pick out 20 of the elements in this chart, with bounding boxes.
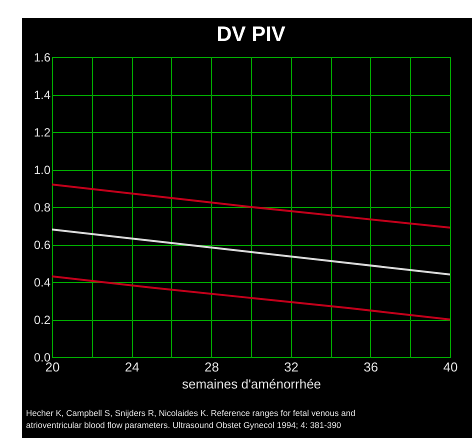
y-tick-label: 0.8 [34, 200, 51, 214]
x-tick-label: 28 [204, 360, 219, 374]
y-tick-label: 1.6 [34, 50, 51, 64]
y-tick-label: 0.6 [34, 238, 51, 252]
x-tick-label: 40 [443, 360, 458, 374]
y-tick-label: 1.4 [34, 88, 51, 102]
line-series [52, 184, 450, 229]
y-tick-label: 1.0 [34, 163, 51, 177]
text: atrioventricular blood flow parameters. Ultrasound Obstet Gynecol 1994; 4: 381-390 [26, 420, 342, 430]
y-tick-label: 0.4 [34, 276, 51, 290]
text: Hecher K, Campbell S, Snijders R, Nicolaides K. Reference ranges for fetal venous and [26, 408, 356, 418]
line-series [52, 275, 450, 320]
x-tick-label: 24 [124, 360, 140, 374]
x-tick-label: 36 [364, 360, 378, 374]
chart-title: DV PIV [216, 23, 286, 46]
line-series [52, 228, 450, 276]
x-axis-title: semaines d'aménorrhée [182, 376, 322, 392]
x-tick-label: 32 [284, 360, 299, 374]
y-tick-label: 0.2 [34, 313, 51, 327]
y-tick-label: 1.2 [34, 126, 51, 140]
